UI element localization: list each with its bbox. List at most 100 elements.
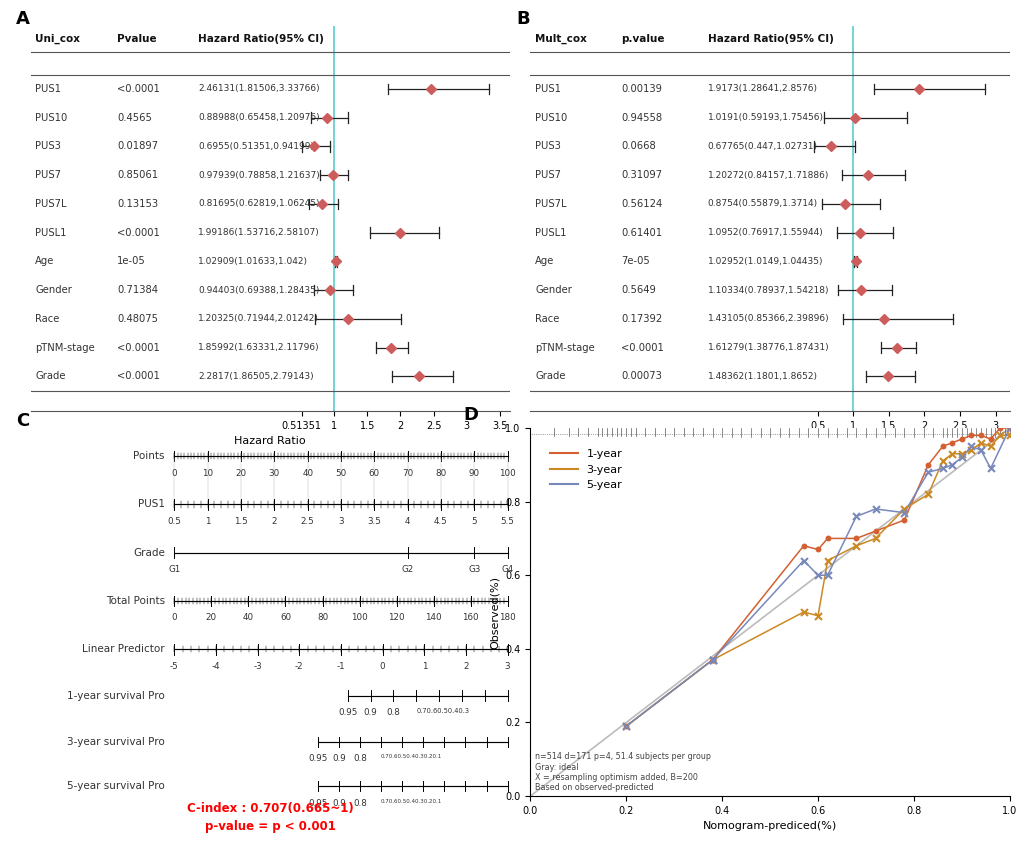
Text: 120: 120 bbox=[388, 614, 405, 622]
Text: 0.01897: 0.01897 bbox=[117, 141, 158, 152]
Text: 1.99186(1.53716,2.58107): 1.99186(1.53716,2.58107) bbox=[199, 229, 320, 237]
Text: Grade: Grade bbox=[36, 372, 66, 382]
Text: Pvalue: Pvalue bbox=[117, 33, 156, 44]
Text: 0.8: 0.8 bbox=[386, 708, 399, 717]
Text: <0.0001: <0.0001 bbox=[117, 228, 160, 238]
Text: PUS7: PUS7 bbox=[535, 170, 560, 180]
Text: 100: 100 bbox=[498, 468, 516, 478]
Text: Grade: Grade bbox=[535, 372, 566, 382]
Text: 3-year survival Pro: 3-year survival Pro bbox=[67, 737, 165, 746]
Text: p.value: p.value bbox=[621, 33, 664, 44]
Text: 0.97939(0.78858,1.21637): 0.97939(0.78858,1.21637) bbox=[199, 170, 320, 180]
Text: 2.5: 2.5 bbox=[301, 517, 314, 526]
Text: n=514 d=171 p=4, 51.4 subjects per group
Gray: ideal
X = resampling optimism add: n=514 d=171 p=4, 51.4 subjects per group… bbox=[535, 752, 710, 793]
Text: 0.8754(0.55879,1.3714): 0.8754(0.55879,1.3714) bbox=[707, 199, 817, 208]
Text: D: D bbox=[463, 406, 478, 424]
Text: PUS10: PUS10 bbox=[36, 113, 67, 122]
Point bbox=[866, 524, 882, 538]
Text: -3: -3 bbox=[253, 662, 262, 671]
Text: 2: 2 bbox=[271, 517, 277, 526]
Text: 1.5: 1.5 bbox=[234, 517, 248, 526]
Text: C-index : 0.707(0.665~1): C-index : 0.707(0.665~1) bbox=[186, 802, 354, 815]
Text: 0.5649: 0.5649 bbox=[621, 285, 655, 295]
Text: Race: Race bbox=[36, 314, 60, 324]
Text: 0.6955(0.51351,0.94199): 0.6955(0.51351,0.94199) bbox=[199, 142, 314, 151]
Point bbox=[704, 653, 720, 667]
Text: 0.56124: 0.56124 bbox=[621, 199, 662, 209]
Text: 20: 20 bbox=[235, 468, 247, 478]
Point bbox=[953, 450, 969, 464]
Text: 140: 140 bbox=[425, 614, 441, 622]
Text: 80: 80 bbox=[317, 614, 328, 622]
Point bbox=[848, 539, 864, 553]
Point bbox=[618, 719, 634, 733]
Text: 0.0668: 0.0668 bbox=[621, 141, 655, 152]
Text: 0: 0 bbox=[171, 468, 177, 478]
Text: 60: 60 bbox=[369, 468, 379, 478]
Text: 40: 40 bbox=[243, 614, 254, 622]
Point bbox=[933, 440, 950, 454]
Point bbox=[704, 653, 720, 667]
Text: 1: 1 bbox=[421, 662, 427, 671]
Text: 60: 60 bbox=[279, 614, 290, 622]
Text: <0.0001: <0.0001 bbox=[117, 372, 160, 382]
Text: Age: Age bbox=[36, 257, 55, 266]
Text: <0.0001: <0.0001 bbox=[117, 342, 160, 353]
Y-axis label: Observed(%): Observed(%) bbox=[489, 575, 499, 649]
Point bbox=[1001, 429, 1017, 443]
Point bbox=[848, 532, 864, 545]
Text: 0.4565: 0.4565 bbox=[117, 113, 152, 122]
Point bbox=[962, 443, 978, 457]
Point bbox=[866, 502, 882, 516]
Text: 1: 1 bbox=[205, 517, 210, 526]
Text: PUS10: PUS10 bbox=[535, 113, 567, 122]
Text: 0.71384: 0.71384 bbox=[117, 285, 158, 295]
Text: 1-year survival Pro: 1-year survival Pro bbox=[67, 691, 165, 700]
Point bbox=[704, 653, 720, 667]
Text: 0.95: 0.95 bbox=[337, 708, 357, 717]
Point bbox=[809, 543, 825, 556]
Text: 5: 5 bbox=[471, 517, 477, 526]
Point bbox=[818, 532, 835, 545]
Text: 0.48075: 0.48075 bbox=[117, 314, 158, 324]
Point bbox=[896, 506, 912, 520]
Text: Race: Race bbox=[535, 314, 559, 324]
Text: 5-year survival Pro: 5-year survival Pro bbox=[67, 781, 165, 791]
Text: 1.20272(0.84157,1.71886): 1.20272(0.84157,1.71886) bbox=[707, 170, 828, 180]
Text: 1.61279(1.38776,1.87431): 1.61279(1.38776,1.87431) bbox=[707, 343, 828, 352]
Point bbox=[848, 509, 864, 523]
Point bbox=[818, 554, 835, 568]
Point bbox=[919, 458, 935, 472]
Text: PUS7L: PUS7L bbox=[535, 199, 567, 209]
Text: 0.70.60.50.40.30.20.1: 0.70.60.50.40.30.20.1 bbox=[381, 754, 442, 759]
Text: -5: -5 bbox=[170, 662, 178, 671]
Text: 1.0952(0.76917,1.55944): 1.0952(0.76917,1.55944) bbox=[707, 229, 822, 237]
Point bbox=[618, 719, 634, 733]
Point bbox=[953, 432, 969, 446]
Text: Linear Predictor: Linear Predictor bbox=[83, 645, 165, 654]
Point bbox=[991, 429, 1008, 443]
Text: 50: 50 bbox=[335, 468, 346, 478]
Text: 0.70.60.50.40.30.20.1: 0.70.60.50.40.30.20.1 bbox=[381, 799, 442, 804]
Point bbox=[981, 461, 998, 475]
Text: 0.95: 0.95 bbox=[308, 799, 327, 807]
Text: PUS1: PUS1 bbox=[535, 84, 560, 94]
Text: 3: 3 bbox=[504, 662, 510, 671]
Text: 0.61401: 0.61401 bbox=[621, 228, 662, 238]
Text: 0.94403(0.69388,1.28435): 0.94403(0.69388,1.28435) bbox=[199, 286, 319, 294]
Text: 4.5: 4.5 bbox=[434, 517, 447, 526]
Text: 1.9173(1.28641,2.8576): 1.9173(1.28641,2.8576) bbox=[707, 85, 817, 93]
Text: PUS1: PUS1 bbox=[36, 84, 61, 94]
Point bbox=[896, 502, 912, 516]
Text: G3: G3 bbox=[468, 565, 480, 574]
Text: 1.85992(1.63331,2.11796): 1.85992(1.63331,2.11796) bbox=[199, 343, 320, 352]
Text: 0.5: 0.5 bbox=[167, 517, 181, 526]
Text: 1.20325(0.71944,2.01242): 1.20325(0.71944,2.01242) bbox=[199, 314, 319, 324]
Text: Age: Age bbox=[535, 257, 554, 266]
Text: 0.17392: 0.17392 bbox=[621, 314, 662, 324]
X-axis label: Hazard Ratio: Hazard Ratio bbox=[734, 437, 805, 446]
Text: 0: 0 bbox=[171, 614, 177, 622]
Text: 5.5: 5.5 bbox=[500, 517, 514, 526]
Text: 4: 4 bbox=[405, 517, 410, 526]
Text: 0.88988(0.65458,1.20976): 0.88988(0.65458,1.20976) bbox=[199, 113, 320, 122]
